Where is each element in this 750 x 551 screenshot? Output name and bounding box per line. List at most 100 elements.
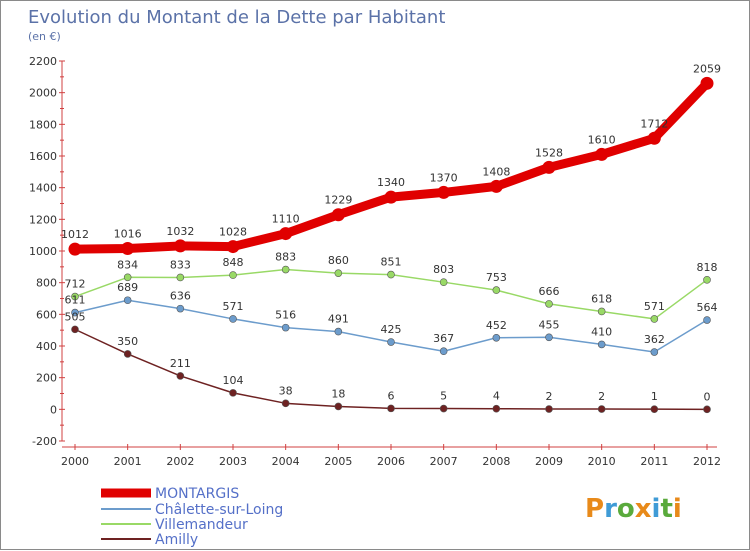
data-point-amilly [281, 399, 290, 408]
data-label-chalette-sur-loing: 362 [644, 333, 665, 346]
data-label-montargis: 1370 [430, 171, 458, 184]
data-label-montargis: 1032 [166, 225, 194, 238]
legend-label-chalette-sur-loing: Châlette-sur-Loing [155, 502, 283, 518]
data-point-montargis [489, 179, 503, 193]
data-point-amilly [71, 325, 79, 334]
logo-text: Proxiti [585, 494, 682, 524]
data-label-villemandeur: 848 [223, 256, 244, 269]
data-label-chalette-sur-loing: 516 [275, 309, 296, 322]
data-point-chalette-sur-loing [650, 348, 659, 356]
data-label-montargis: 1012 [61, 228, 89, 241]
data-label-chalette-sur-loing: 367 [433, 332, 454, 345]
data-label-amilly: 1 [651, 390, 658, 403]
data-label-chalette-sur-loing: 452 [486, 319, 507, 332]
data-point-villemandeur [71, 292, 79, 301]
data-label-chalette-sur-loing: 564 [697, 301, 718, 314]
legend: MONTARGISChâlette-sur-LoingVillemandeurA… [101, 486, 283, 548]
y-tick-label: -200 [32, 435, 57, 448]
data-label-villemandeur: 571 [644, 300, 665, 313]
data-point-chalette-sur-loing [703, 316, 711, 324]
data-label-amilly: 5 [440, 390, 447, 403]
y-tick-label: 400 [36, 340, 57, 353]
y-tick-label: 2200 [29, 55, 57, 68]
logo-letter: P [585, 494, 604, 524]
data-label-amilly: 6 [388, 389, 395, 402]
x-tick-label: 2007 [430, 455, 458, 468]
data-point-villemandeur [439, 278, 448, 286]
data-point-chalette-sur-loing [229, 315, 237, 323]
data-point-amilly [597, 405, 606, 413]
data-point-montargis [384, 190, 398, 204]
data-label-montargis: 1712 [640, 117, 668, 130]
data-label-chalette-sur-loing: 571 [223, 300, 244, 313]
x-tick-label: 2004 [272, 455, 300, 468]
data-point-montargis [226, 240, 240, 254]
data-point-chalette-sur-loing [492, 333, 501, 342]
data-label-villemandeur: 712 [65, 278, 86, 291]
logo-letter: i [673, 494, 682, 524]
data-point-montargis [700, 76, 714, 90]
data-label-montargis: 1610 [588, 133, 616, 146]
data-labels: 505 350 211 104 38 18 6 5 4 2 2 1 0 611 689 636 571 516 49… [61, 62, 721, 403]
data-point-chalette-sur-loing [71, 308, 79, 317]
y-tick-label: 1000 [29, 245, 57, 258]
data-point-montargis [331, 208, 345, 222]
data-label-amilly: 104 [223, 374, 244, 387]
data-point-villemandeur [703, 276, 711, 284]
data-point-chalette-sur-loing [439, 347, 448, 356]
data-label-montargis: 2059 [693, 62, 721, 75]
data-label-chalette-sur-loing: 410 [591, 325, 612, 338]
data-point-montargis [437, 185, 451, 199]
y-tick-label: 0 [50, 403, 57, 416]
data-point-villemandeur [334, 269, 343, 277]
data-point-amilly [439, 404, 448, 413]
data-label-villemandeur: 803 [433, 263, 454, 276]
data-label-montargis: 1110 [272, 213, 300, 226]
data-label-amilly: 4 [493, 390, 500, 403]
data-point-chalette-sur-loing [334, 327, 343, 336]
data-label-montargis: 1016 [114, 227, 142, 240]
data-point-montargis [173, 239, 187, 253]
data-label-chalette-sur-loing: 491 [328, 313, 349, 326]
data-label-villemandeur: 860 [328, 254, 349, 267]
data-label-chalette-sur-loing: 689 [117, 281, 138, 294]
data-point-amilly [703, 405, 711, 414]
data-label-amilly: 2 [598, 390, 605, 403]
x-tick-label: 2005 [324, 455, 352, 468]
data-point-villemandeur [545, 300, 553, 308]
data-label-amilly: 18 [331, 387, 345, 400]
x-tick-label: 2009 [535, 455, 563, 468]
y-tick-label: 200 [36, 372, 57, 385]
data-point-montargis [595, 147, 609, 161]
y-tick-label: 1800 [29, 118, 57, 131]
data-point-amilly [387, 404, 395, 413]
x-tick-label: 2012 [693, 455, 721, 468]
data-point-chalette-sur-loing [123, 296, 132, 305]
y-tick-label: 1400 [29, 182, 57, 195]
data-point-chalette-sur-loing [176, 304, 185, 313]
logo-letter: i [652, 494, 661, 524]
data-label-amilly: 0 [704, 390, 711, 403]
data-point-amilly [123, 350, 132, 358]
x-tick-label: 2011 [640, 455, 668, 468]
data-point-montargis [647, 131, 661, 145]
data-label-villemandeur: 753 [486, 271, 507, 284]
data-point-villemandeur [597, 307, 606, 316]
data-label-montargis: 1408 [482, 165, 510, 178]
data-point-amilly [229, 389, 237, 397]
data-label-montargis: 1528 [535, 146, 563, 159]
chart-title: Evolution du Montant de la Dette par Hab… [28, 7, 445, 28]
y-tick-label: 1600 [29, 150, 57, 163]
data-point-chalette-sur-loing [597, 340, 606, 349]
proxiti-logo: Proxiti [585, 494, 682, 524]
data-point-villemandeur [176, 273, 185, 282]
data-label-amilly: 505 [65, 310, 86, 323]
data-point-villemandeur [123, 273, 132, 282]
data-point-montargis [121, 241, 135, 255]
data-point-chalette-sur-loing [545, 333, 553, 342]
chart-subtitle: (en €) [28, 30, 61, 43]
data-label-amilly: 211 [170, 357, 191, 370]
data-point-villemandeur [387, 270, 395, 279]
